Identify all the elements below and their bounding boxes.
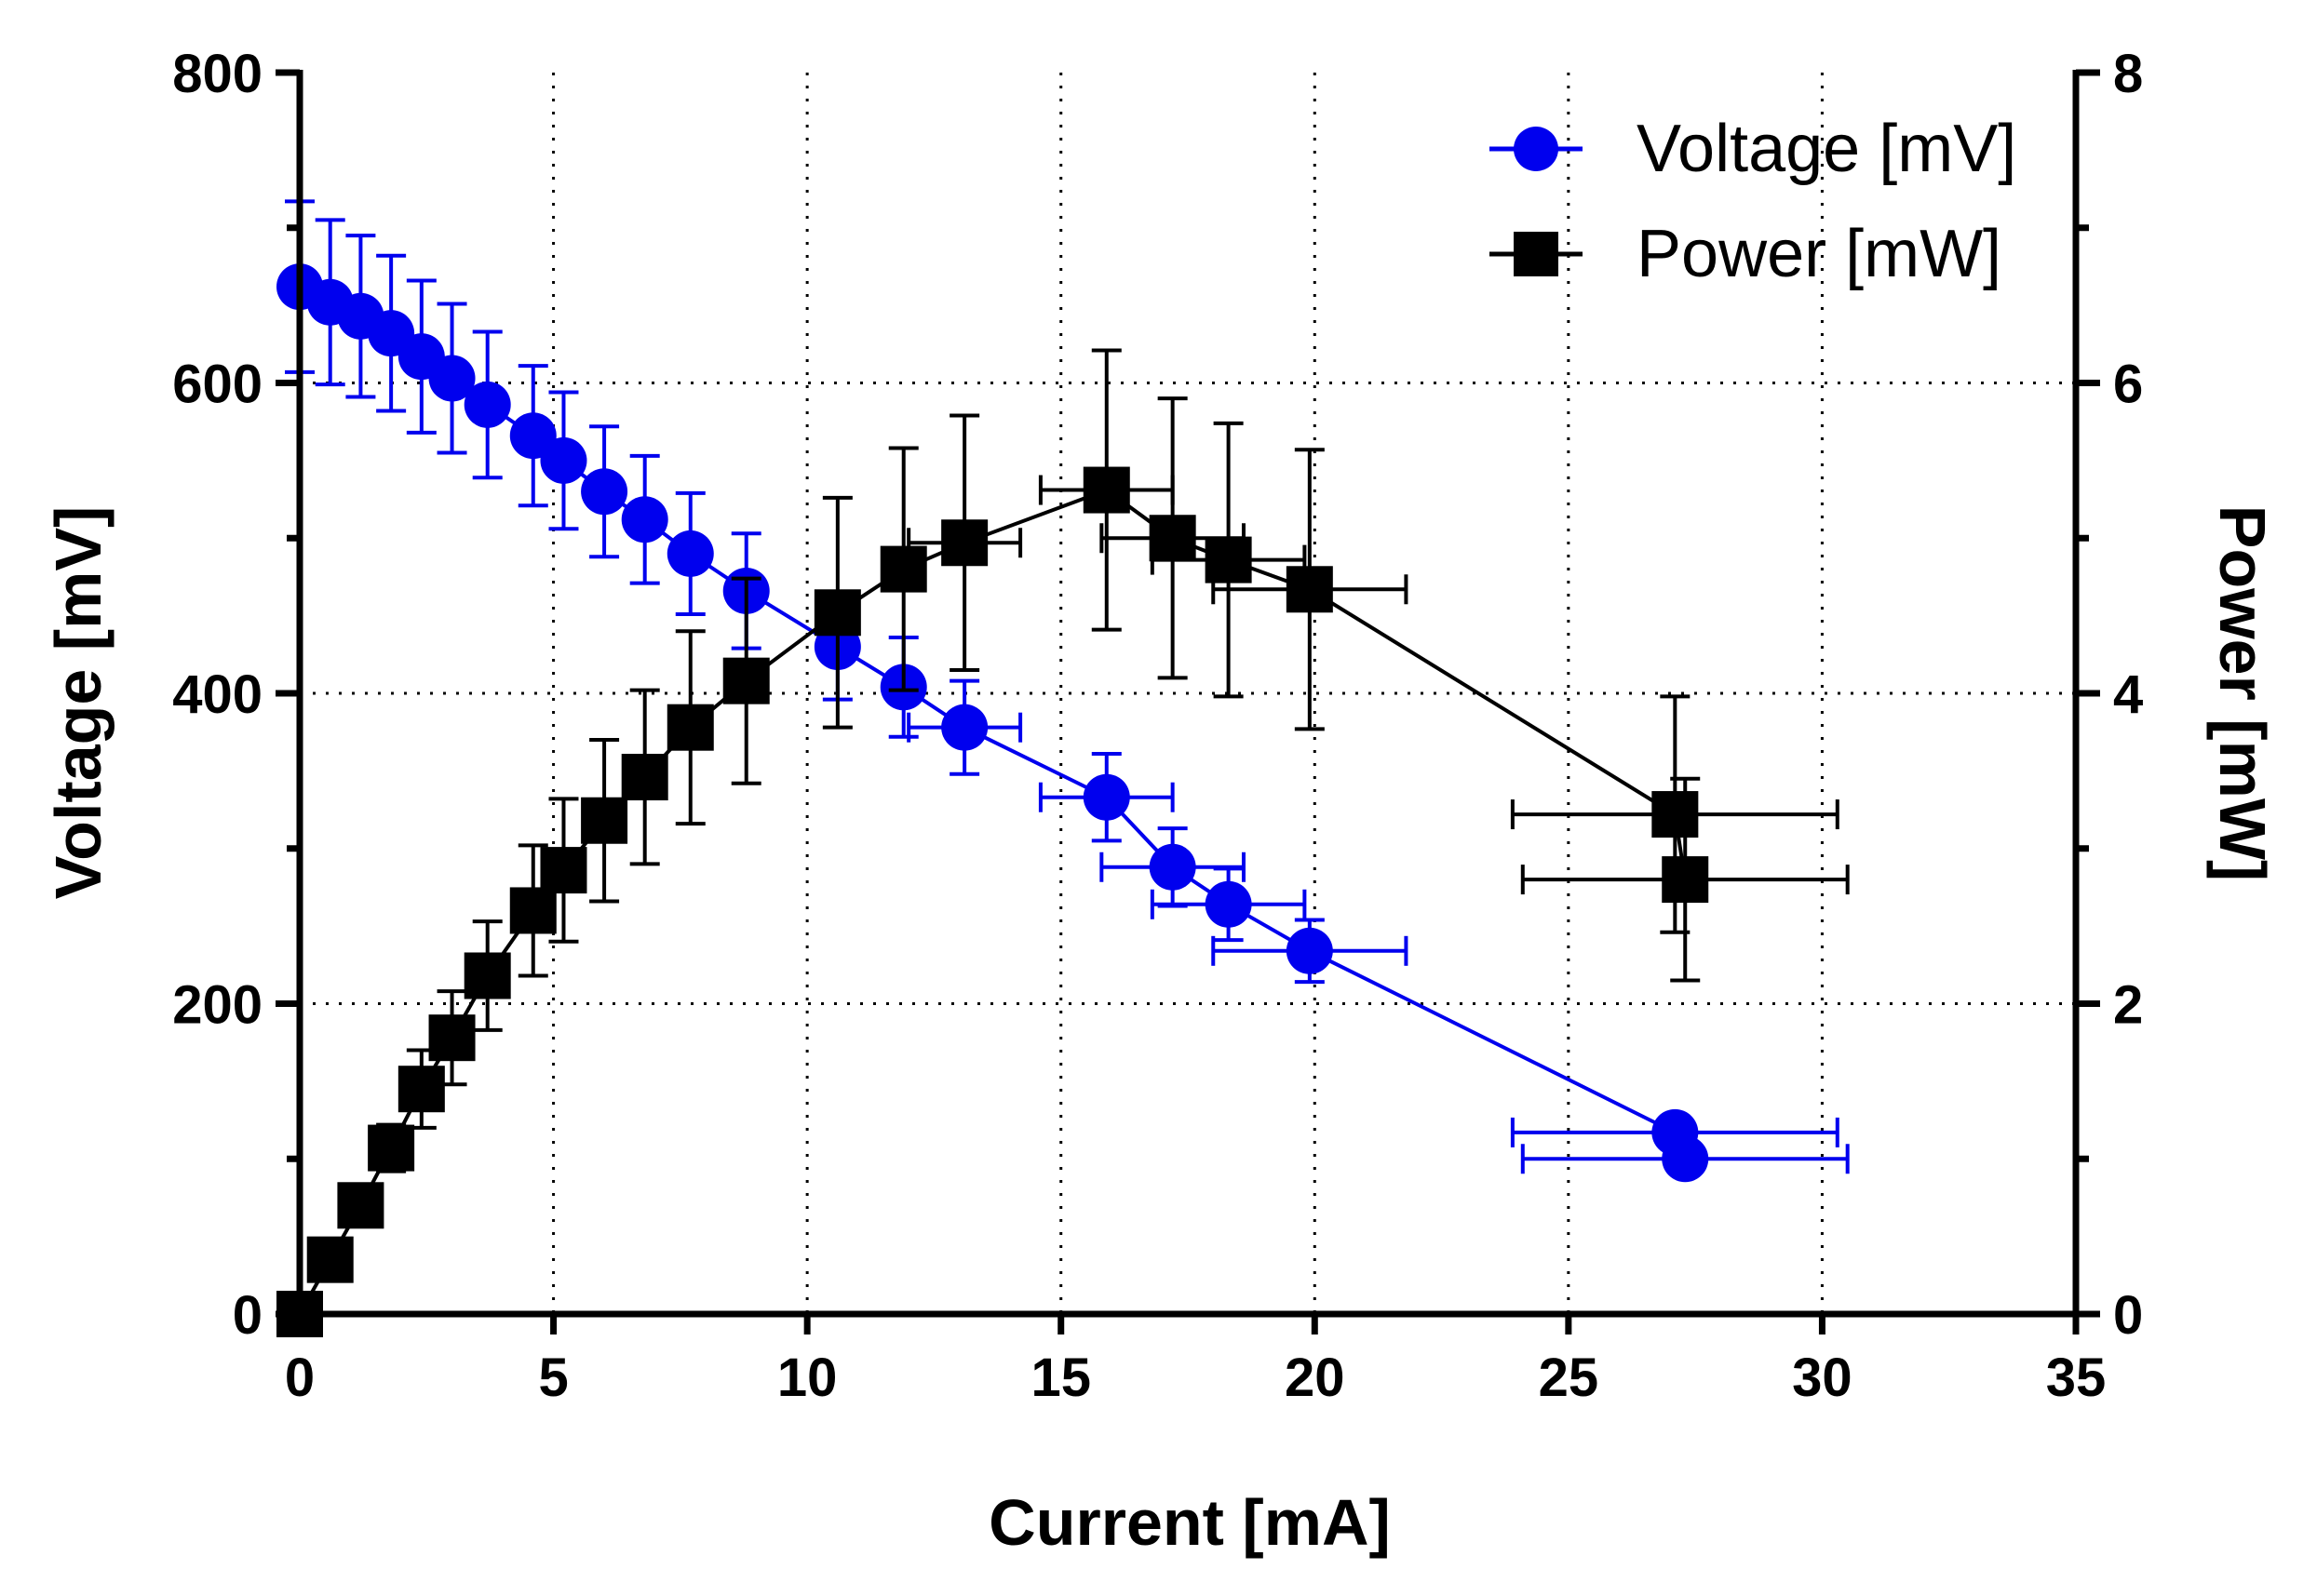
power-point-21 (1662, 856, 1709, 904)
power-point-17 (1149, 515, 1196, 562)
x-tick-label-15: 15 (1031, 1348, 1091, 1408)
power-point-5 (428, 1014, 476, 1062)
voltage-point-19 (1286, 927, 1333, 974)
voltage-point-21 (1662, 1135, 1709, 1183)
power-point-3 (368, 1124, 415, 1172)
power-point-20 (1651, 791, 1699, 838)
x-tick-label-10: 10 (777, 1348, 838, 1408)
series-power-line (298, 488, 1688, 1315)
y2-tick-label-6: 6 (2113, 355, 2143, 415)
x-axis-title: Current [mA] (989, 1486, 1391, 1559)
y2-axis-title: Power [mW] (2206, 505, 2279, 881)
legend-power-marker (1514, 232, 1558, 276)
legend: Voltage [mV] Power [mW] (1489, 112, 2016, 291)
voltage-point-10 (621, 496, 668, 543)
legend-voltage-marker (1514, 127, 1558, 171)
voltage-point-15 (941, 704, 989, 751)
legend-power-label: Power [mW] (1637, 217, 2001, 291)
power-point-14 (880, 545, 927, 593)
y-tick-label-600: 600 (172, 355, 263, 415)
power-point-1 (306, 1236, 354, 1283)
y2-tick-label-0: 0 (2113, 1285, 2143, 1346)
power-point-9 (581, 797, 628, 844)
power-point-18 (1205, 536, 1252, 583)
series-power-layer (276, 348, 1850, 1337)
series-voltage-line (299, 285, 1688, 1160)
y2-tick-label-4: 4 (2113, 664, 2143, 725)
power-point-13 (814, 589, 861, 637)
legend-item-voltage: Voltage [mV] (1489, 112, 2016, 186)
legend-item-power: Power [mW] (1489, 217, 2001, 291)
y-tick-label-800: 800 (172, 44, 263, 104)
y2-tick-label-8: 8 (2113, 44, 2143, 104)
y-axis-title: Voltage [mV] (42, 506, 115, 900)
x-tick-label-30: 30 (1792, 1348, 1852, 1408)
y-tick-label-200: 200 (172, 975, 263, 1036)
power-point-12 (722, 657, 770, 704)
power-point-11 (667, 704, 714, 751)
power-point-4 (397, 1066, 445, 1113)
y2-tick-label-2: 2 (2113, 975, 2143, 1036)
x-tick-label-25: 25 (1539, 1348, 1599, 1408)
y-tick-label-400: 400 (172, 664, 263, 725)
power-point-7 (509, 887, 557, 934)
voltage-point-6 (464, 381, 511, 428)
voltage-point-11 (667, 530, 714, 577)
power-point-2 (337, 1182, 384, 1229)
voltage-point-16 (1083, 773, 1130, 821)
x-tick-label-35: 35 (2046, 1348, 2107, 1408)
y-tick-label-0: 0 (233, 1285, 263, 1346)
voltage-point-18 (1205, 880, 1252, 928)
x-tick-label-5: 5 (538, 1348, 568, 1408)
power-point-19 (1286, 566, 1333, 613)
x-tick-label-20: 20 (1285, 1348, 1345, 1408)
power-point-15 (941, 519, 989, 567)
voltage-point-9 (581, 468, 628, 516)
legend-voltage-label: Voltage [mV] (1637, 112, 2016, 186)
power-point-6 (464, 952, 511, 999)
x-tick-label-0: 0 (285, 1348, 315, 1408)
power-point-10 (621, 754, 668, 801)
voltage-point-8 (540, 436, 587, 484)
power-point-8 (540, 847, 587, 894)
power-point-16 (1083, 466, 1130, 514)
gridlines (300, 73, 2076, 1314)
voltage-point-17 (1149, 843, 1196, 891)
voltage-point-5 (428, 355, 476, 402)
